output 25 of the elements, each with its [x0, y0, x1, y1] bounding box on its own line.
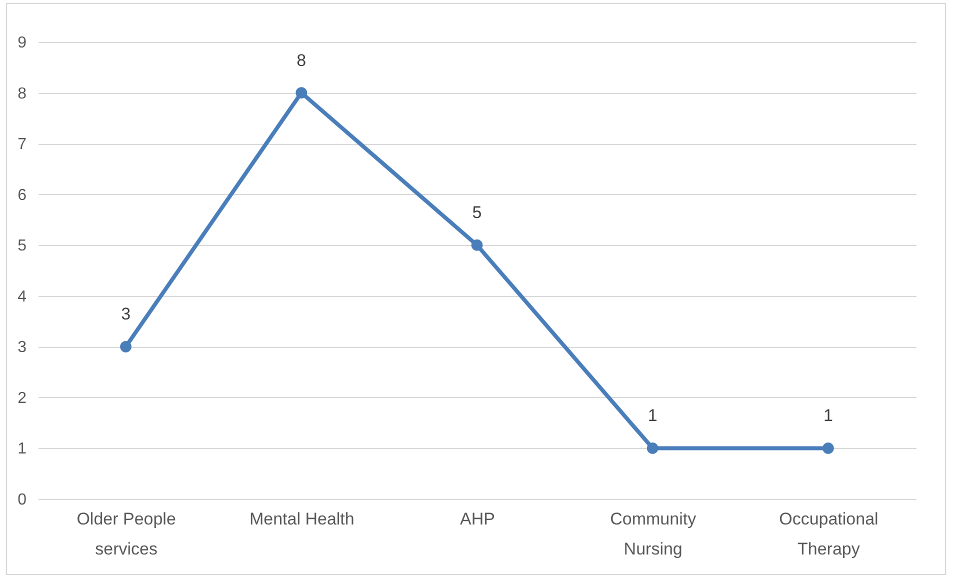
y-tick-label: 5 [18, 238, 27, 255]
point [471, 239, 483, 251]
x-tick-label: Older People services [76, 510, 176, 558]
point [646, 442, 658, 454]
x-tick-label: Occupational Therapy [779, 510, 878, 558]
y-tick-label: 0 [18, 492, 27, 508]
data-label: 1 [648, 406, 658, 426]
point [296, 87, 308, 98]
y-tick-label: 7 [18, 136, 27, 154]
data-label: 8 [296, 50, 306, 70]
y-tick-label: 9 [18, 34, 27, 52]
y-tick-label: 6 [18, 186, 27, 204]
data-label: 5 [472, 203, 482, 222]
point [822, 442, 834, 454]
y-tick-label: 3 [18, 339, 27, 356]
x-tick-label: AHP [460, 510, 495, 528]
data-label: 3 [121, 304, 131, 324]
y-tick-label: 8 [18, 85, 27, 102]
x-tick-label: Community Nursing [610, 510, 697, 558]
y-tick-label: 1 [18, 440, 27, 458]
y-tick-label: 2 [18, 390, 27, 407]
data-label: 1 [823, 406, 833, 426]
y-tick-label: 4 [18, 288, 27, 306]
point [120, 340, 132, 352]
x-tick-label: Mental Health [249, 510, 354, 528]
